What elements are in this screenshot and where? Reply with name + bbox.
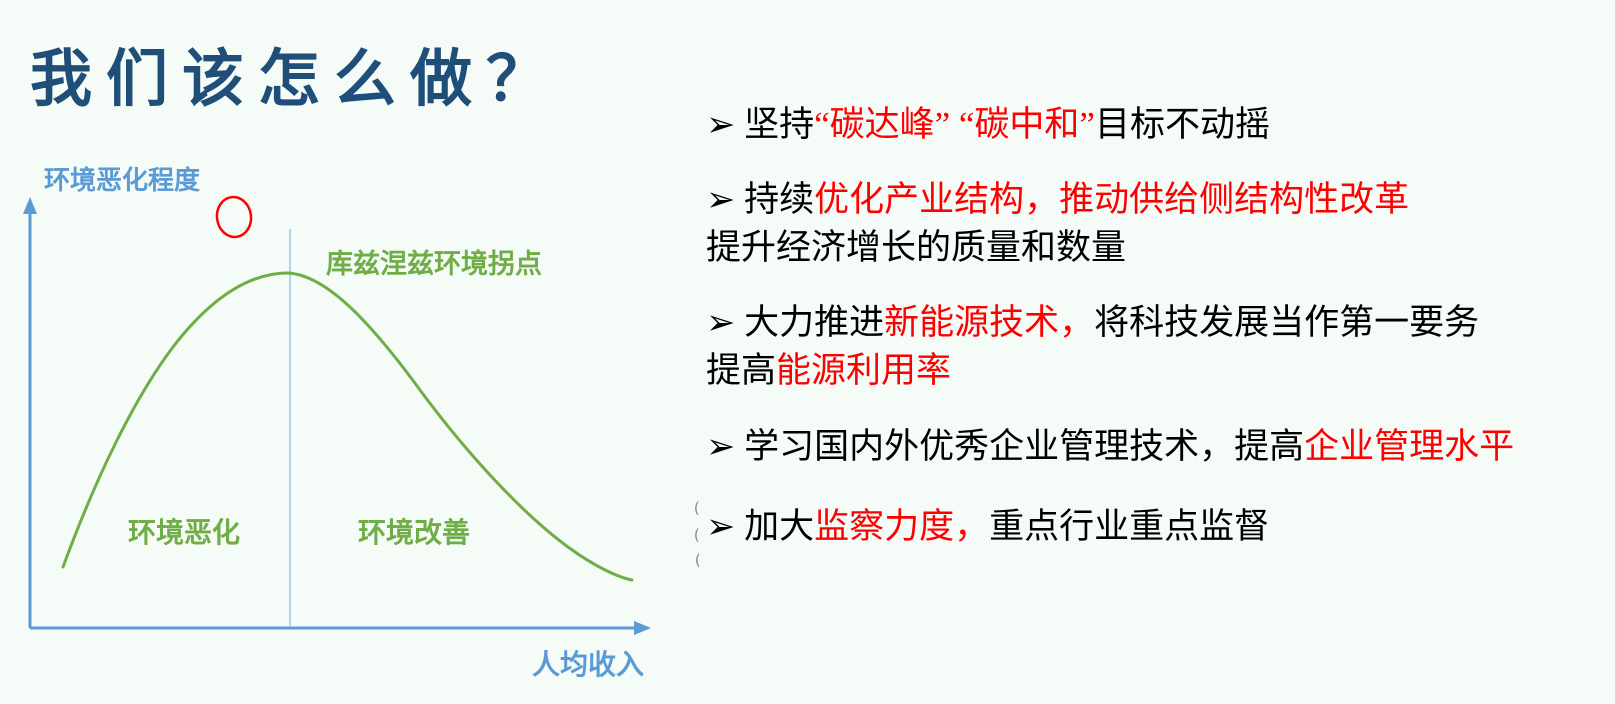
x-axis-arrowhead-icon	[634, 621, 651, 635]
bullet-line: ➢ 坚持“碳达峰” “碳中和”目标不动摇	[706, 101, 1586, 149]
body-text: 将科技发展当作第一要务	[1094, 303, 1480, 342]
body-text: ➢ 加大	[706, 507, 815, 546]
y-axis-label: 环境恶化程度	[44, 165, 201, 195]
body-text: ➢ 大力推进	[706, 303, 885, 342]
y-axis-arrowhead-icon	[23, 197, 37, 214]
bullet-line: ➢ 学习国内外优秀企业管理技术，提高企业管理水平	[706, 423, 1586, 471]
bullet-line: ➢ 持续优化产业结构，推动供给侧结构性改革	[706, 176, 1586, 224]
bullet-line: 提升经济增长的质量和数量	[706, 224, 1586, 272]
left-region-label: 环境恶化	[128, 517, 241, 548]
stray-mark: (	[692, 526, 702, 544]
highlighted-text: 能源利用率	[776, 351, 952, 390]
kuznets-curve	[61, 271, 634, 582]
highlight-circle-icon	[215, 195, 253, 239]
highlighted-text: 监察力度，	[814, 507, 990, 546]
bullet-item: ➢ 大力推进新能源技术，将科技发展当作第一要务 提高能源利用率	[706, 299, 1586, 395]
x-axis-label: 人均收入	[532, 649, 645, 680]
bullet-item: ➢ 持续优化产业结构，推动供给侧结构性改革提升经济增长的质量和数量	[706, 176, 1586, 272]
stray-mark: (	[692, 499, 702, 517]
right-region-label: 环境改善	[358, 517, 471, 548]
stray-mark: (	[693, 551, 703, 569]
body-text: ➢ 持续	[706, 180, 815, 219]
slide-title: 我们该怎么做？	[30, 46, 563, 114]
body-text: ➢ 学习国内外优秀企业管理技术，提高	[706, 427, 1305, 466]
bullet-item: ➢ 加大监察力度，重点行业重点监督	[706, 503, 1586, 551]
highlighted-text: 企业管理水平	[1304, 427, 1515, 466]
highlighted-text: 优化产业结构，推动供给侧结构性改革	[814, 180, 1410, 219]
bullet-line: ➢ 加大监察力度，重点行业重点监督	[706, 503, 1586, 551]
bullet-line: 提高能源利用率	[706, 347, 1586, 395]
inflection-point-label: 库兹涅兹环境拐点	[326, 249, 542, 279]
body-text: 提升经济增长的质量和数量	[706, 228, 1127, 267]
bullet-item: ➢ 学习国内外优秀企业管理技术，提高企业管理水平	[706, 423, 1586, 471]
kuznets-diagram	[23, 195, 651, 635]
highlighted-text: 新能源技术，	[884, 303, 1095, 342]
body-text: 重点行业重点监督	[989, 507, 1270, 546]
highlighted-text: “碳达峰” “碳中和”	[814, 105, 1095, 144]
body-text: 提高	[706, 351, 777, 390]
body-text: 目标不动摇	[1094, 105, 1270, 144]
bullet-line: ➢ 大力推进新能源技术，将科技发展当作第一要务	[706, 299, 1586, 347]
body-text: ➢ 坚持	[706, 105, 815, 144]
bullet-item: ➢ 坚持“碳达峰” “碳中和”目标不动摇	[706, 101, 1586, 149]
